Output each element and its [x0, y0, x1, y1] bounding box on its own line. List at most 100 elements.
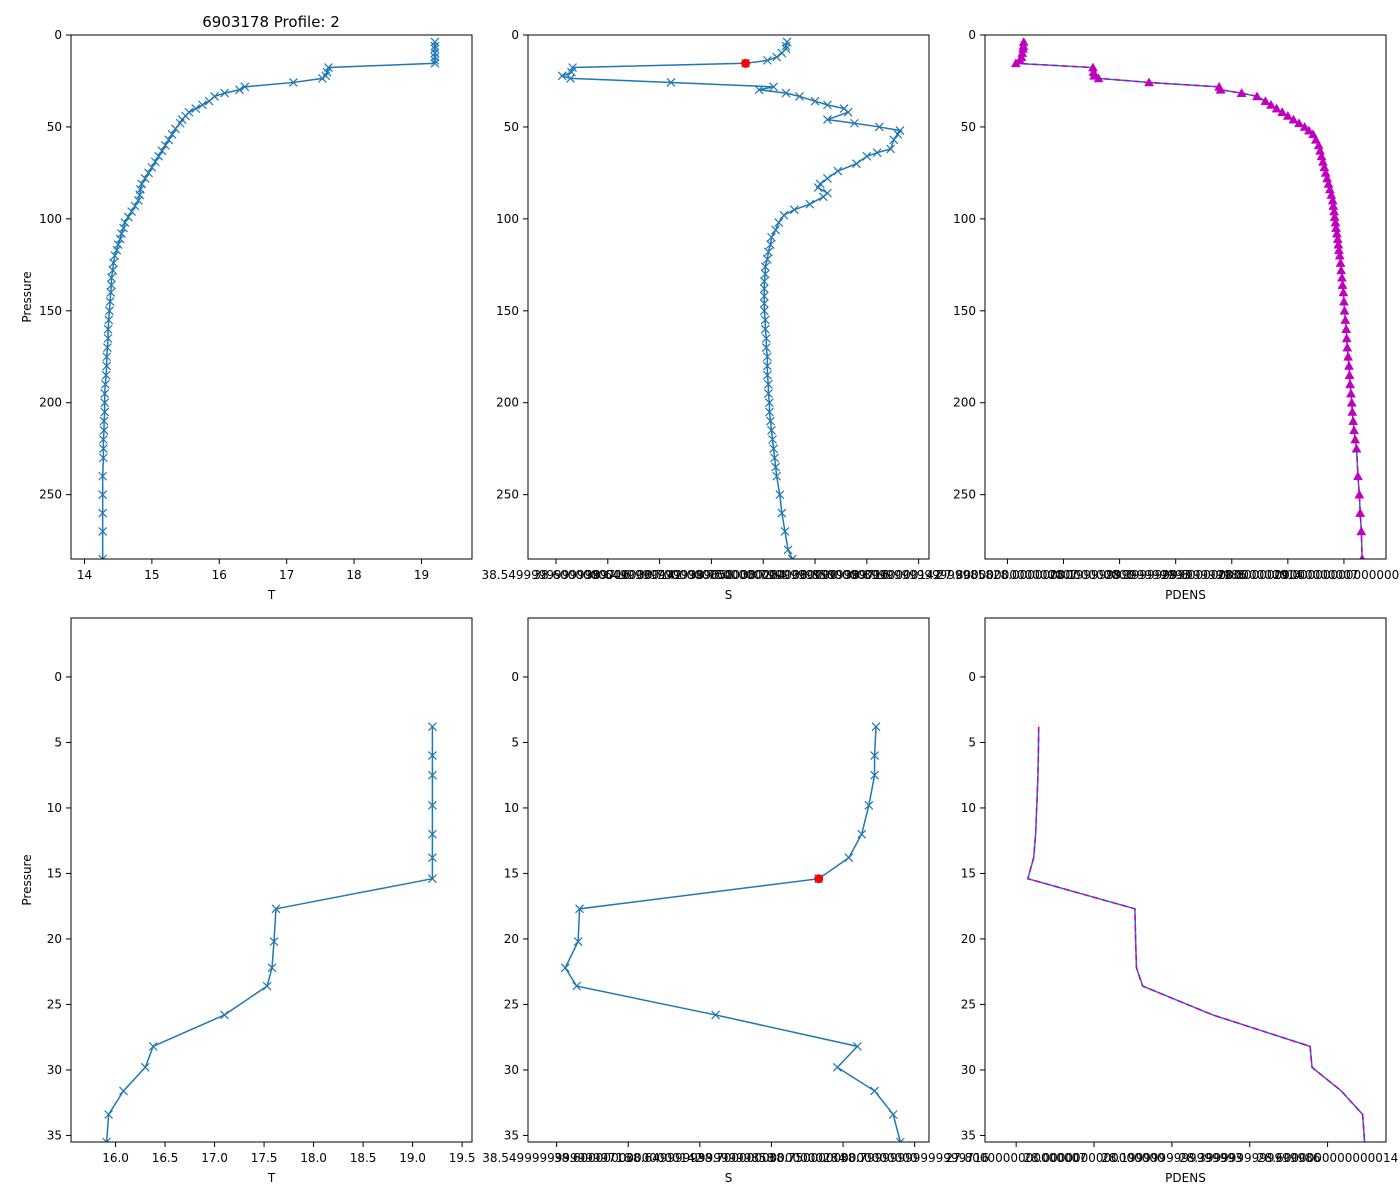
series-line — [564, 726, 902, 1142]
data-point-marker — [140, 1062, 150, 1072]
data-point-marker — [872, 148, 882, 158]
chart-bottom-density: 27.800000000000000728.000000000000000028… — [946, 617, 1398, 1185]
data-point-marker — [140, 173, 150, 183]
chart-bottom-salinity: 38.5499999999999971638.60000000000000142… — [482, 617, 989, 1185]
data-point-marker — [171, 124, 180, 134]
y-tick-label: 10 — [961, 801, 976, 815]
data-point-marker — [862, 151, 872, 161]
data-point-marker — [430, 55, 440, 65]
data-point-marker — [772, 471, 782, 481]
data-point-marker — [98, 435, 108, 444]
data-point-marker — [772, 52, 782, 62]
x-tick-label: 38.89999999999999858 — [844, 568, 993, 582]
data-point-marker — [818, 192, 828, 202]
data-point-marker — [427, 800, 437, 810]
data-point-marker — [765, 398, 774, 408]
data-point-marker — [137, 179, 147, 189]
data-point-marker — [105, 297, 115, 307]
data-point-marker — [1093, 73, 1104, 83]
data-point-marker — [191, 104, 201, 113]
data-point-marker — [795, 91, 804, 101]
data-point-marker — [895, 1137, 905, 1142]
data-point-marker — [843, 107, 853, 117]
y-tick-label: 0 — [968, 28, 976, 42]
y-tick-label: 5 — [511, 735, 519, 749]
y-tick-label: 250 — [39, 488, 62, 502]
x-tick-label: 38.79999999999999716 — [741, 568, 890, 582]
x-axis-label: T — [267, 588, 276, 602]
data-point-marker — [1344, 360, 1354, 370]
y-tick-label: 30 — [504, 1063, 519, 1077]
data-point-marker — [766, 416, 775, 426]
x-tick-label: 38.60000000000000142 — [533, 568, 682, 582]
data-point-marker — [787, 554, 797, 559]
data-point-marker — [762, 352, 772, 362]
x-tick-label: 38.75000000000000000 — [689, 568, 838, 582]
x-tick-label: 38.54999999999999716 — [482, 1151, 631, 1165]
y-tick-label: 30 — [47, 1063, 62, 1077]
data-point-marker — [1344, 370, 1355, 379]
data-point-marker — [99, 416, 109, 426]
x-tick-label: 14 — [77, 568, 92, 582]
data-point-marker — [767, 232, 776, 242]
data-point-marker — [147, 162, 157, 172]
series-s — [560, 722, 905, 1142]
data-point-marker — [763, 379, 773, 389]
data-point-marker — [98, 490, 108, 500]
data-point-marker — [1343, 351, 1354, 361]
x-tick-label: 27.8000000000000007 — [937, 568, 1078, 582]
data-point-marker — [575, 904, 584, 914]
data-point-marker — [759, 306, 769, 316]
data-point-marker — [886, 144, 896, 154]
data-point-marker — [104, 315, 114, 325]
y-tick-label: 0 — [54, 670, 62, 684]
y-axis-label: Pressure — [20, 854, 34, 905]
x-tick-label: 28.3999999999999986 — [1105, 568, 1246, 582]
data-point-marker — [760, 262, 770, 272]
x-tick-label: 38.85000000000000142 — [792, 568, 941, 582]
x-tick-label: 38.79999999999999716 — [840, 1151, 989, 1165]
data-point-marker — [317, 73, 327, 83]
data-point-marker — [1354, 489, 1365, 499]
x-axis-label: PDENS — [1165, 1171, 1206, 1185]
x-tick-label: 38.64999999999999858 — [625, 1151, 774, 1165]
data-point-marker — [759, 299, 769, 308]
x-tick-label: 28.1999999999999993 — [1049, 568, 1190, 582]
data-point-marker — [107, 280, 116, 290]
series-s — [557, 37, 905, 559]
flagged-point — [741, 58, 751, 68]
data-point-marker — [789, 205, 799, 215]
data-point-marker — [119, 223, 128, 233]
y-tick-label: 0 — [511, 670, 519, 684]
y-tick-label: 100 — [953, 212, 976, 226]
data-point-marker — [774, 218, 784, 227]
data-point-marker — [557, 71, 567, 81]
data-point-marker — [762, 254, 772, 264]
data-point-marker — [763, 389, 773, 398]
data-point-marker — [1236, 88, 1247, 97]
data-point-marker — [123, 212, 133, 222]
data-point-marker — [1266, 99, 1276, 109]
data-point-marker — [164, 135, 174, 145]
data-point-marker — [115, 234, 125, 244]
x-tick-label: 29.0000000000000000 — [1273, 568, 1400, 582]
data-point-marker — [769, 444, 778, 454]
data-point-marker — [573, 937, 583, 946]
data-point-marker — [1282, 110, 1293, 120]
y-tick-label: 200 — [39, 396, 62, 410]
data-point-marker — [106, 287, 116, 297]
data-point-marker — [1347, 406, 1358, 416]
data-point-marker — [98, 508, 108, 518]
data-point-marker — [849, 118, 859, 128]
data-point-marker — [870, 770, 880, 780]
data-point-marker — [770, 453, 780, 463]
series-line-dashed — [1026, 726, 1366, 1142]
data-point-marker — [771, 225, 781, 235]
data-point-marker — [765, 407, 774, 417]
axes-frame — [527, 617, 930, 1143]
data-point-marker — [1340, 314, 1351, 324]
y-tick-label: 150 — [496, 304, 519, 318]
y-tick-label: 5 — [968, 735, 976, 749]
data-point-marker — [754, 85, 764, 95]
x-axis-label: PDENS — [1165, 588, 1206, 602]
